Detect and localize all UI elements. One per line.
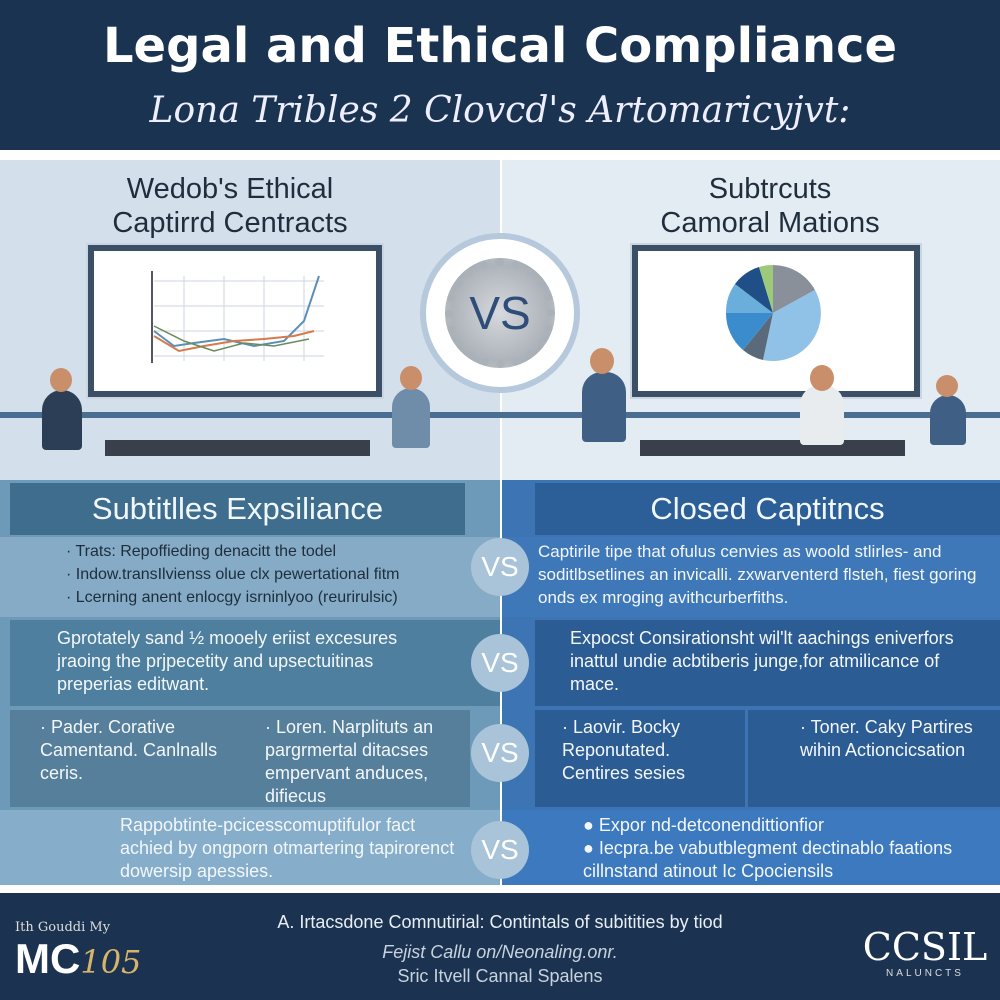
footer-right-logo-sub: NALUNCTS [886, 968, 964, 979]
right-row-2: Expocst Consirationsht wil'lt aachings e… [570, 628, 954, 694]
person-figure [582, 372, 626, 442]
header [0, 0, 1000, 150]
right-desk [640, 440, 905, 456]
person-head [810, 365, 834, 391]
footer-logo: MC105 [15, 935, 142, 982]
footer-line-3: Sric Itvell Cannal Spalens [397, 966, 603, 986]
vs-badge: VS [471, 634, 529, 692]
right-column-title: Closed Captitncs [535, 483, 1000, 535]
person-figure [800, 385, 844, 445]
person-figure [392, 388, 430, 448]
left-desk [105, 440, 370, 456]
right-row-3b: · Toner. Caky Partires wihin Actioncicsa… [800, 717, 973, 760]
row-bg [502, 810, 1000, 885]
desk-shelf [0, 412, 1000, 418]
row-bg [10, 620, 500, 706]
footer-logo-small: Ith Gouddi My [15, 920, 111, 935]
page-subtitle: Lona Tribles 2 Clovcd's Artomaricyjvt: [149, 90, 851, 131]
gear-icon: VS [445, 258, 555, 368]
person-head [400, 366, 422, 390]
right-heading: Subtrcuts Camoral Mations [660, 173, 880, 239]
vs-gear-emblem: VS [420, 233, 580, 393]
left-row-3a: · Pader. Corative Camentand. Canlnalls c… [40, 717, 218, 783]
page-title: Legal and Ethical Compliance [102, 18, 898, 74]
person-head [590, 348, 614, 374]
vs-badge: VS [471, 538, 529, 596]
footer [0, 893, 1000, 1000]
person-head [936, 375, 958, 397]
row-bg [748, 710, 1000, 807]
row-bg [535, 620, 1000, 706]
row-bg [535, 710, 745, 807]
footer-right-logo: CCSIL [862, 925, 988, 969]
left-column-title: Subtitlles Expsiliance [10, 483, 465, 535]
person-figure [930, 395, 966, 445]
right-row-4: ● Expor nd-detconendittionfior ● Iecpra.… [583, 815, 953, 881]
vs-badge: VS [471, 821, 529, 879]
vs-badge: VS [471, 724, 529, 782]
person-head [50, 368, 72, 392]
footer-line-1: A. Irtacsdone Comnutirial: Contintals of… [277, 912, 723, 932]
left-row-1: · Trats: Repoffieding denacitt the todel… [66, 543, 400, 606]
row-bg [0, 810, 500, 885]
row-bg [502, 537, 1000, 617]
person-figure [42, 390, 82, 450]
right-row-1: Captirile tipe that ofulus cenvies as wo… [538, 542, 977, 607]
footer-line-2: Fejist Callu on/Neonaling.onr. [382, 942, 618, 962]
row-bg [0, 537, 500, 617]
line-chart-monitor [88, 245, 382, 397]
right-row-3a: · Laovir. Bocky Reponutated. Centires se… [562, 717, 686, 783]
left-row-3b: · Loren. Narplituts an pargrmertal ditac… [265, 717, 434, 806]
pie-chart-illustration [725, 264, 821, 362]
row-bg [10, 710, 470, 807]
pie-chart-monitor [632, 245, 920, 397]
line-chart-illustration [151, 271, 324, 363]
left-row-2: Gprotately sand ½ mooely eriist excesure… [57, 628, 398, 694]
left-heading: Wedob's Ethical Captirrd Centracts [112, 173, 348, 239]
left-row-4: Rappobtinte-pcicesscomuptifulor fact ach… [120, 815, 455, 881]
